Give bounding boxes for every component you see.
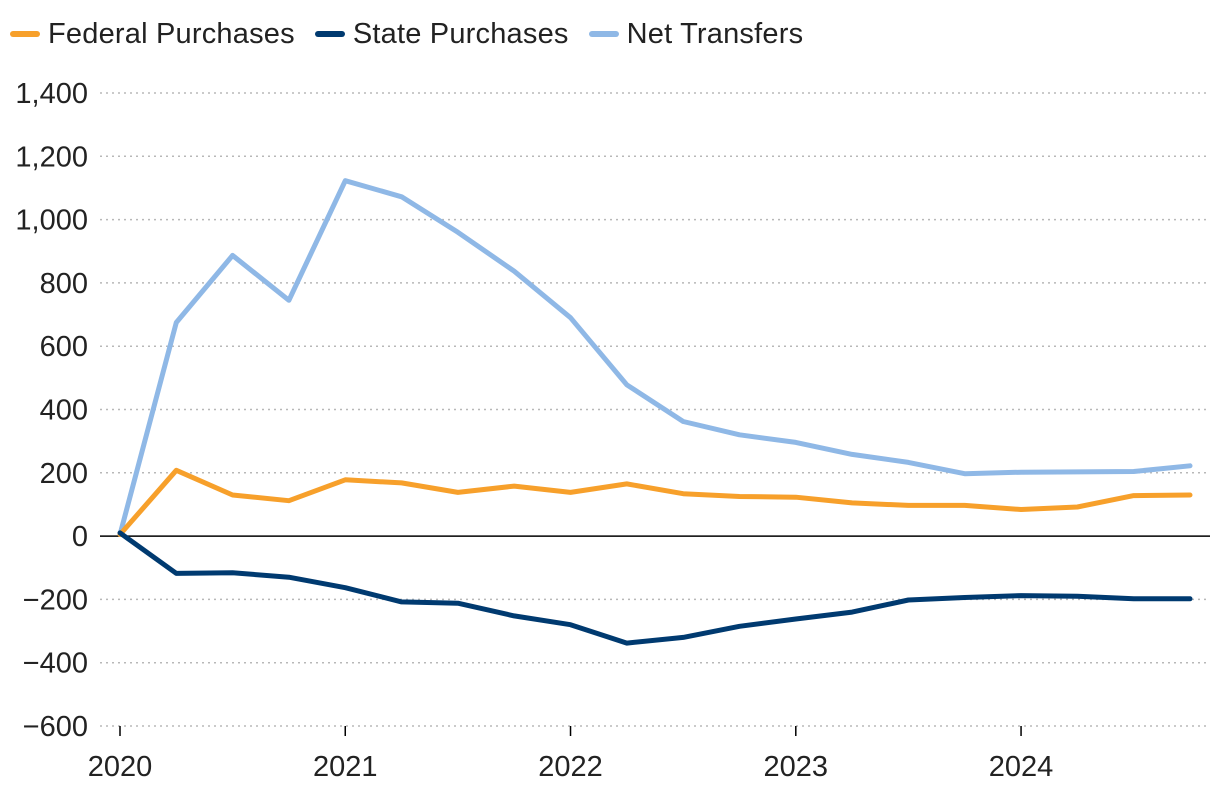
chart-legend: Federal Purchases State Purchases Net Tran… bbox=[10, 14, 823, 54]
y-axis: −600 −400 −200 0 200 400 600 800 1,000 1,200 1,400 bbox=[15, 78, 88, 743]
series-line-federal-purchases bbox=[117, 467, 1193, 537]
legend-swatch bbox=[588, 31, 619, 37]
y-tick-label: 1,400 bbox=[15, 78, 88, 110]
y-tick-label: 1,200 bbox=[15, 141, 88, 173]
legend-label: Federal Purchases bbox=[48, 17, 295, 50]
legend-swatch bbox=[314, 31, 345, 37]
x-tick-label: 2024 bbox=[989, 751, 1054, 783]
gridlines bbox=[100, 92, 1210, 727]
y-tick-label: −600 bbox=[23, 711, 88, 743]
legend-label: Net Transfers bbox=[626, 17, 804, 50]
series-line-state-purchases bbox=[117, 530, 1193, 646]
series-lines bbox=[117, 178, 1193, 646]
y-tick-label: 800 bbox=[40, 268, 88, 300]
legend-item-state-purchases: State Purchases bbox=[314, 17, 569, 51]
legend-item-net-transfers: Net Transfers bbox=[588, 17, 804, 51]
y-tick-label: 200 bbox=[40, 458, 88, 490]
legend-label: State Purchases bbox=[352, 17, 569, 50]
series-line-net-transfers bbox=[117, 178, 1193, 537]
y-tick-label: 1,000 bbox=[15, 205, 88, 237]
y-tick-label: −400 bbox=[23, 648, 88, 680]
legend-swatch bbox=[10, 31, 40, 37]
y-tick-label: 0 bbox=[72, 521, 88, 553]
y-tick-label: −200 bbox=[23, 584, 88, 616]
x-tick-label: 2021 bbox=[313, 751, 378, 783]
x-tick-label: 2022 bbox=[538, 751, 603, 783]
legend-item-federal-purchases: Federal Purchases bbox=[10, 18, 295, 51]
x-tick-label: 2023 bbox=[764, 751, 829, 783]
x-tick-label: 2020 bbox=[88, 751, 153, 783]
x-axis: 2020 2021 2022 2023 2024 bbox=[88, 726, 1054, 783]
y-tick-label: 400 bbox=[40, 395, 88, 427]
y-tick-label: 600 bbox=[40, 331, 88, 363]
